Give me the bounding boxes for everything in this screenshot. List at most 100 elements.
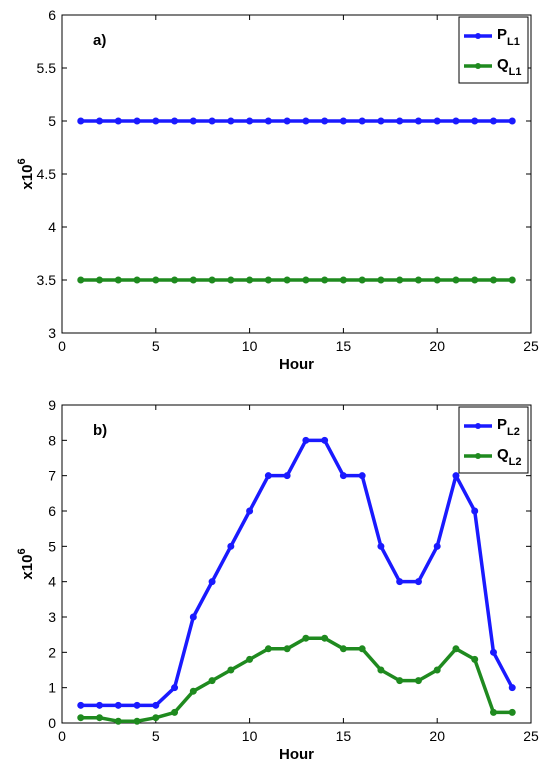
y-tick-label: 4 [48,219,56,235]
data-point [508,117,516,125]
data-point [433,666,441,674]
data-point [377,666,385,674]
data-point [114,717,122,725]
data-point [246,276,254,284]
data-point [77,117,85,125]
y-tick-label: 5 [48,113,56,129]
data-point [377,542,385,550]
x-axis-label: Hour [279,356,314,373]
data-point [321,634,329,642]
data-point [433,542,441,550]
data-point [489,276,497,284]
data-point [152,714,160,722]
x-tick-label: 15 [336,338,352,354]
x-tick-label: 10 [242,728,258,744]
data-point [189,687,197,695]
data-point [264,276,272,284]
data-point [471,655,479,663]
data-point [358,645,366,653]
data-point [264,472,272,480]
data-point [171,276,179,284]
legend-box [458,406,529,474]
y-tick-label: 5.5 [37,60,57,76]
data-point [283,472,291,480]
data-point [114,701,122,709]
data-point [508,276,516,284]
data-point [489,708,497,716]
data-point [171,117,179,125]
y-axis-label: x106 [16,548,36,579]
data-point [133,717,141,725]
data-point [77,276,85,284]
data-point [508,684,516,692]
y-tick-label: 6 [48,503,56,519]
data-point [208,578,216,586]
data-point [189,613,197,621]
data-point [396,578,404,586]
y-tick-label: 6 [48,7,56,23]
legend-box [458,16,529,84]
data-point [227,542,235,550]
data-point [96,117,104,125]
data-point [452,276,460,284]
legend-entry: PL1 [497,26,520,48]
data-point [264,117,272,125]
data-point [171,708,179,716]
data-point [452,645,460,653]
data-point [208,677,216,685]
x-tick-label: 20 [429,728,445,744]
data-point [189,276,197,284]
data-point [471,117,479,125]
y-tick-label: 2 [48,644,56,660]
x-tick-label: 5 [152,728,160,744]
data-point [339,472,347,480]
x-tick-label: 0 [58,728,66,744]
data-point [133,276,141,284]
data-point [208,276,216,284]
data-point [508,708,516,716]
data-point [133,117,141,125]
x-tick-label: 0 [58,338,66,354]
data-point [283,117,291,125]
y-tick-label: 4 [48,574,56,590]
legend-entry: PL2 [497,416,520,438]
data-point [396,276,404,284]
data-point [283,276,291,284]
legend-marker [475,63,481,69]
y-tick-label: 3.5 [37,272,57,288]
legend-marker [475,33,481,39]
data-point [189,117,197,125]
data-point [433,276,441,284]
data-point [396,117,404,125]
data-point [114,117,122,125]
data-point [414,677,422,685]
legend-entry: QL1 [497,56,522,78]
data-point [227,117,235,125]
data-point [321,117,329,125]
data-point [321,276,329,284]
x-tick-label: 20 [429,338,445,354]
data-point [96,276,104,284]
data-point [302,276,310,284]
data-point [96,701,104,709]
data-point [133,701,141,709]
x-tick-label: 5 [152,338,160,354]
data-point [96,714,104,722]
data-point [396,677,404,685]
y-tick-label: 3 [48,609,56,625]
x-axis-label: Hour [279,746,314,763]
data-point [339,276,347,284]
data-point [339,645,347,653]
legend-marker [475,423,481,429]
data-point [471,276,479,284]
y-tick-label: 5 [48,538,56,554]
x-tick-label: 25 [523,338,539,354]
data-point [414,578,422,586]
data-point [414,117,422,125]
data-point [358,472,366,480]
data-point [321,436,329,444]
data-point [171,684,179,692]
